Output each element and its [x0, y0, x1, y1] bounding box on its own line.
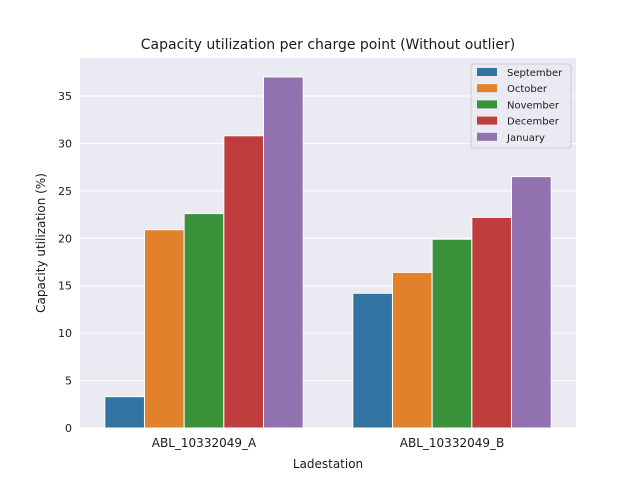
- bar-october-0: [143, 229, 185, 429]
- y-tick-label: 30: [58, 137, 72, 150]
- legend-swatch: [477, 132, 497, 141]
- x-tick-label: ABL_10332049_B: [400, 436, 504, 450]
- y-axis-label: Capacity utilization (%): [34, 173, 48, 313]
- legend: September October November December January: [470, 63, 572, 149]
- legend-label: December: [507, 117, 560, 128]
- legend-swatch: [477, 116, 497, 125]
- legend-swatch: [477, 68, 497, 76]
- bar-january-1: [511, 176, 552, 429]
- bar-december-1: [471, 216, 513, 429]
- chart-title: Capacity utilization per charge point (W…: [141, 37, 516, 53]
- y-tick-label: 35: [58, 90, 72, 103]
- x-tick-label: ABL_10332049_A: [152, 436, 257, 450]
- x-tick-labels: ABL_10332049_A ABL_10332049_B: [152, 436, 504, 450]
- bar-november-1: [431, 238, 473, 429]
- y-tick-label: 5: [65, 375, 72, 388]
- y-tick-label: 20: [58, 232, 72, 245]
- y-tick-label: 10: [58, 327, 72, 340]
- bar-september-1: [352, 292, 393, 429]
- legend-label: September: [507, 68, 563, 79]
- bar-october-1: [391, 271, 433, 429]
- legend-label: November: [507, 100, 560, 111]
- y-tick-label: 15: [58, 280, 72, 293]
- legend-swatch: [477, 84, 497, 93]
- legend-items: September October November December January: [477, 68, 563, 144]
- legend-label: January: [506, 133, 545, 144]
- legend-label: October: [507, 84, 548, 95]
- y-tick-label: 25: [58, 185, 72, 198]
- y-tick-labels: 0 5 10 15 20 25 30 35: [58, 90, 72, 435]
- bar-january-0: [263, 76, 304, 429]
- bar-december-0: [223, 135, 265, 429]
- y-tick-label: 0: [65, 422, 72, 435]
- x-axis-label: Ladestation: [293, 457, 363, 471]
- bar-september-0: [104, 396, 145, 429]
- bar-november-0: [183, 213, 225, 429]
- legend-swatch: [477, 100, 497, 109]
- bars: [104, 76, 552, 429]
